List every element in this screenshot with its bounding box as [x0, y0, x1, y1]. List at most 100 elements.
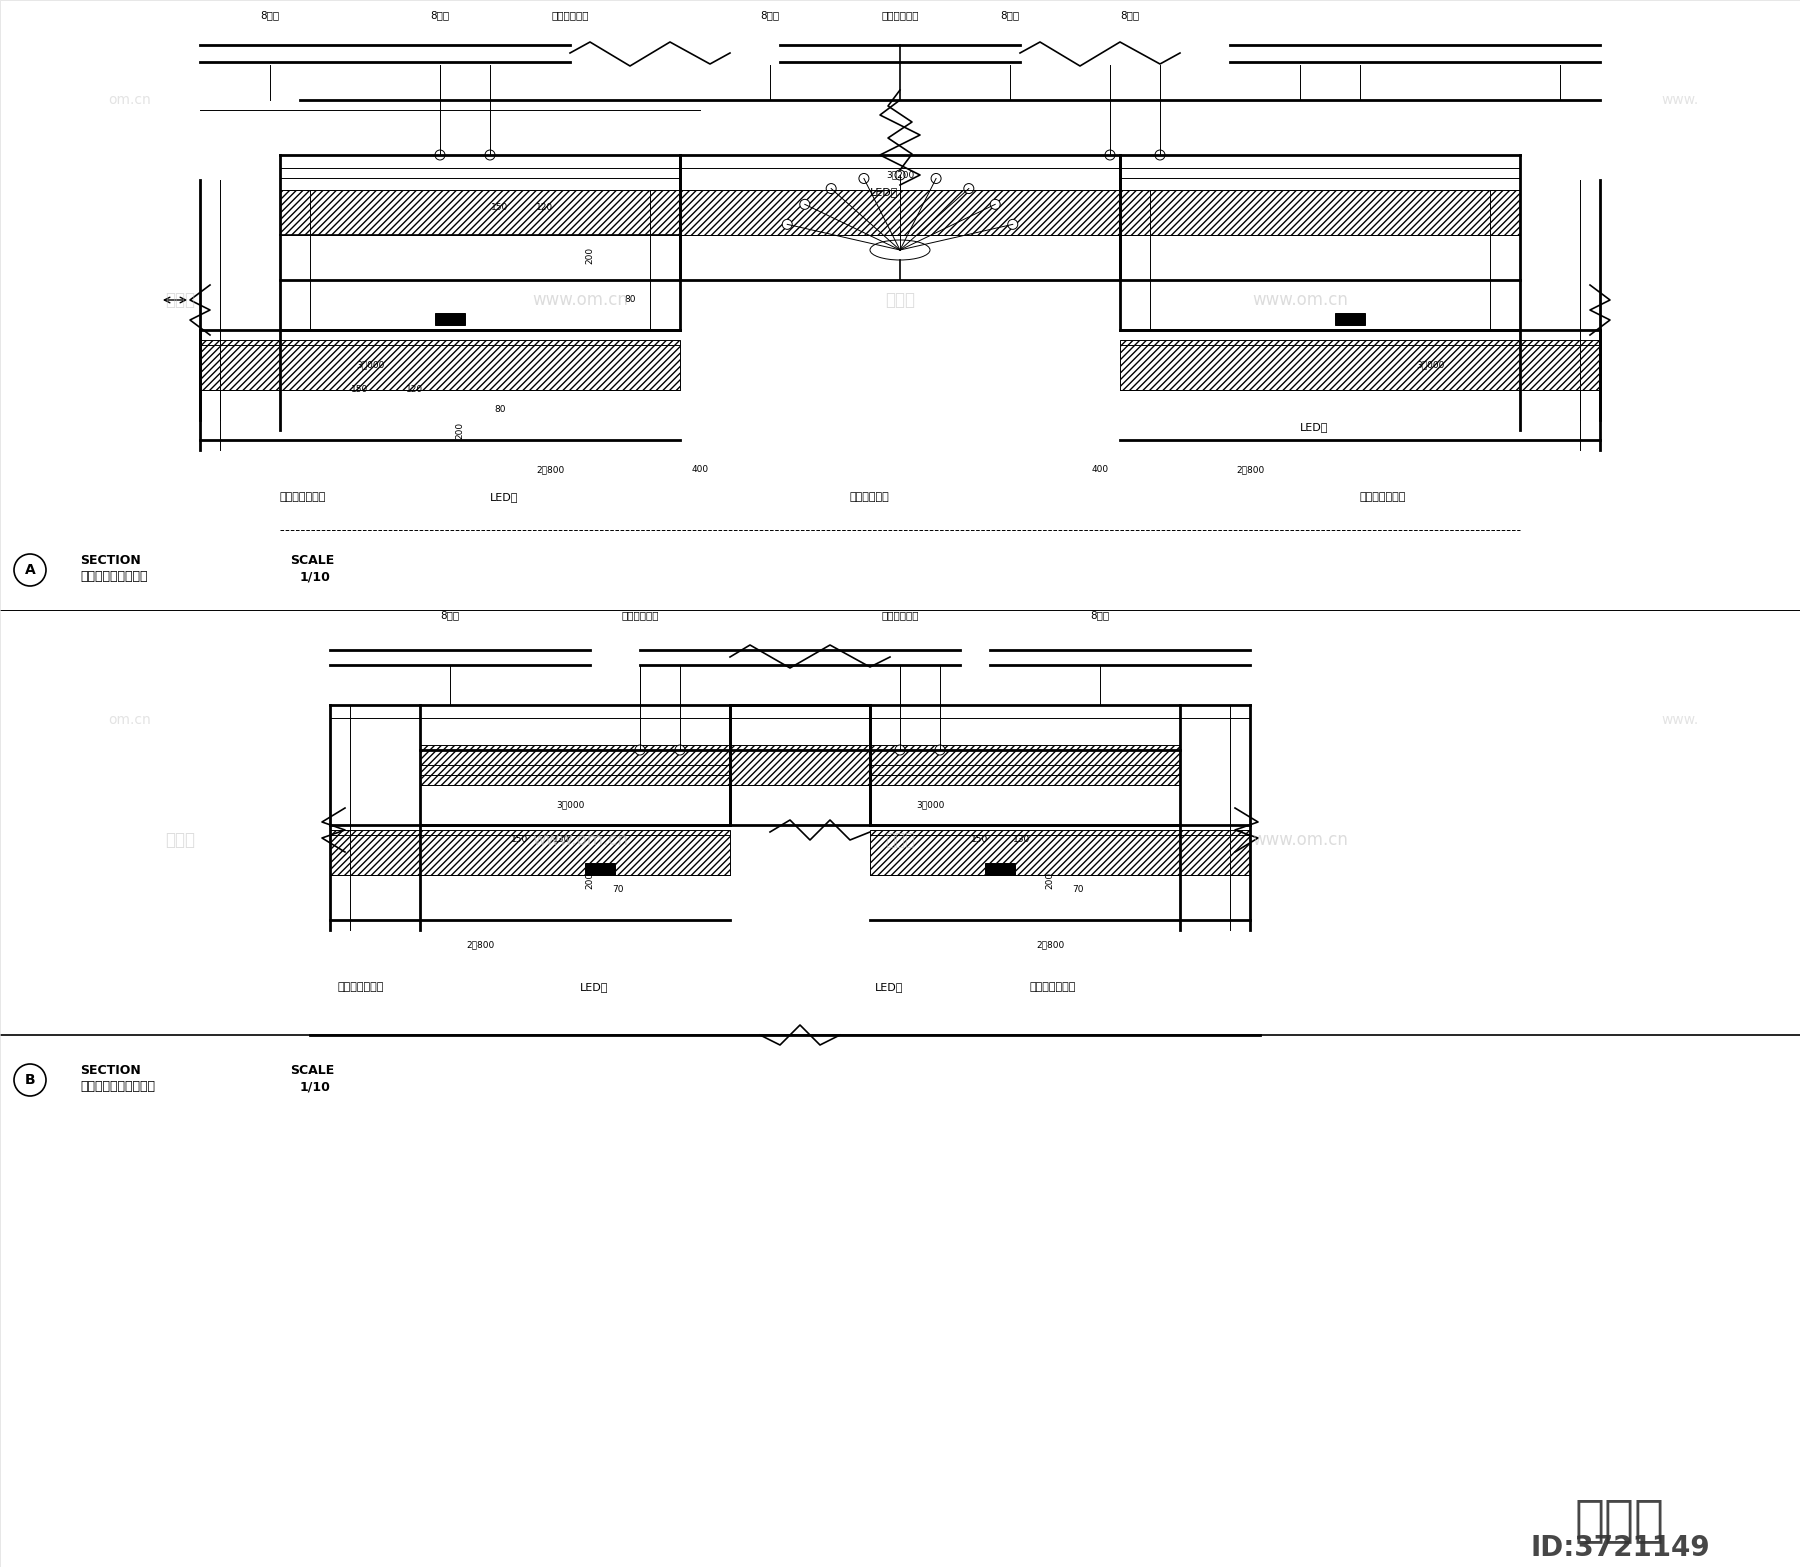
Bar — [1120, 340, 1600, 390]
Text: 8吊筋: 8吊筋 — [441, 610, 459, 621]
Circle shape — [990, 199, 1001, 210]
Text: www.om.cn: www.om.cn — [533, 291, 628, 309]
Bar — [869, 831, 1249, 874]
Text: 120: 120 — [536, 204, 554, 213]
Text: 欧模网: 欧模网 — [1575, 1496, 1665, 1543]
Bar — [585, 863, 616, 874]
Text: 200: 200 — [585, 246, 594, 263]
Text: om.cn: om.cn — [108, 92, 151, 107]
Circle shape — [14, 555, 47, 586]
Text: 1/10: 1/10 — [301, 1081, 331, 1094]
Text: 200: 200 — [1046, 871, 1055, 888]
Text: A: A — [25, 563, 36, 577]
Bar — [1120, 190, 1519, 235]
Circle shape — [859, 174, 869, 183]
Text: 70: 70 — [1073, 885, 1084, 895]
Text: 挂齿轻钢龙骨: 挂齿轻钢龙骨 — [551, 9, 589, 20]
Bar — [329, 831, 731, 874]
Text: 五楼过道吊顶节点图: 五楼过道吊顶节点图 — [79, 570, 148, 583]
Text: 3．000: 3．000 — [356, 360, 383, 370]
Circle shape — [963, 183, 974, 194]
Circle shape — [934, 744, 945, 755]
Circle shape — [1105, 150, 1114, 160]
Text: 吊灯（选样）: 吊灯（选样） — [850, 492, 889, 501]
Text: 欧模网: 欧模网 — [886, 831, 914, 849]
Text: 130: 130 — [1013, 835, 1031, 845]
Circle shape — [826, 183, 837, 194]
Bar — [200, 340, 680, 390]
Text: LED灯: LED灯 — [875, 983, 904, 992]
Text: 400: 400 — [691, 465, 709, 475]
Text: SCALE: SCALE — [290, 1064, 335, 1077]
Bar — [731, 744, 869, 785]
Text: 双层纸面石膏板: 双层纸面石膏板 — [338, 983, 385, 992]
Text: om.cn: om.cn — [108, 713, 151, 727]
Text: LED灯: LED灯 — [580, 983, 608, 992]
Circle shape — [484, 150, 495, 160]
Text: www.: www. — [1661, 92, 1699, 107]
Text: 3．000: 3．000 — [1417, 360, 1444, 370]
Text: 8吊筋: 8吊筋 — [261, 9, 279, 20]
Ellipse shape — [869, 240, 931, 260]
Text: 挂齿轻钢龙骨: 挂齿轻钢龙骨 — [882, 610, 918, 621]
Text: ID:3721149: ID:3721149 — [1530, 1534, 1710, 1562]
Text: 400: 400 — [1091, 465, 1109, 475]
Text: 8吊筋: 8吊筋 — [430, 9, 450, 20]
Bar — [281, 190, 680, 235]
Circle shape — [895, 744, 905, 755]
Bar — [985, 863, 1015, 874]
Text: 80: 80 — [495, 406, 506, 415]
Text: LED灯: LED灯 — [869, 186, 898, 197]
Text: 150: 150 — [351, 385, 369, 395]
Circle shape — [783, 219, 792, 229]
Bar — [680, 190, 1120, 235]
Bar — [1336, 313, 1364, 324]
Circle shape — [895, 169, 905, 180]
Text: 2．800: 2．800 — [466, 940, 495, 950]
Circle shape — [799, 199, 810, 210]
Text: 双层纸面石膏板: 双层纸面石膏板 — [281, 492, 326, 501]
Circle shape — [14, 1064, 47, 1095]
Text: 150: 150 — [511, 835, 529, 845]
Text: SECTION: SECTION — [79, 1064, 140, 1077]
Circle shape — [675, 744, 686, 755]
Text: LED灯: LED灯 — [1300, 422, 1328, 432]
Circle shape — [436, 150, 445, 160]
Text: 8吊筋: 8吊筋 — [1120, 9, 1139, 20]
Text: 8吊筋: 8吊筋 — [1001, 9, 1019, 20]
Text: 挂齿轻钢龙骨: 挂齿轻钢龙骨 — [621, 610, 659, 621]
Text: 130: 130 — [553, 835, 571, 845]
Text: 120: 120 — [407, 385, 423, 395]
Text: 欧模网: 欧模网 — [166, 291, 194, 309]
Text: 2．800: 2．800 — [536, 465, 563, 475]
Bar — [869, 744, 1181, 785]
Text: 150: 150 — [491, 204, 509, 213]
Text: 2．800: 2．800 — [1035, 940, 1064, 950]
Text: 8吊筋: 8吊筋 — [760, 9, 779, 20]
Text: 双层纸面石膏板: 双层纸面石膏板 — [1030, 983, 1076, 992]
Text: 挂齿轻钢龙骨: 挂齿轻钢龙骨 — [882, 9, 918, 20]
Text: 3．000: 3．000 — [916, 801, 945, 810]
Text: B: B — [25, 1073, 36, 1087]
Text: 80: 80 — [625, 296, 635, 304]
Text: 五楼办公室吊顶节点图: 五楼办公室吊顶节点图 — [79, 1081, 155, 1094]
Text: 2．800: 2．800 — [1237, 465, 1264, 475]
Circle shape — [635, 744, 644, 755]
Text: 1/10: 1/10 — [301, 570, 331, 583]
Bar — [436, 313, 464, 324]
Text: SECTION: SECTION — [79, 553, 140, 567]
Text: 欧模网: 欧模网 — [166, 831, 194, 849]
Text: www.om.cn: www.om.cn — [1253, 831, 1348, 849]
Text: www.om.cn: www.om.cn — [533, 831, 628, 849]
Text: 150: 150 — [972, 835, 988, 845]
Text: LED灯: LED灯 — [490, 492, 518, 501]
Text: 200: 200 — [585, 871, 594, 888]
Text: 70: 70 — [612, 885, 625, 895]
Bar — [419, 744, 731, 785]
Text: 3．000: 3．000 — [556, 801, 585, 810]
Text: 欧模网: 欧模网 — [886, 291, 914, 309]
Circle shape — [1156, 150, 1165, 160]
Text: 双层纸面石膏板: 双层纸面石膏板 — [1361, 492, 1406, 501]
Text: 8吊筋: 8吊筋 — [1091, 610, 1109, 621]
Text: 3．200: 3．200 — [886, 171, 914, 180]
